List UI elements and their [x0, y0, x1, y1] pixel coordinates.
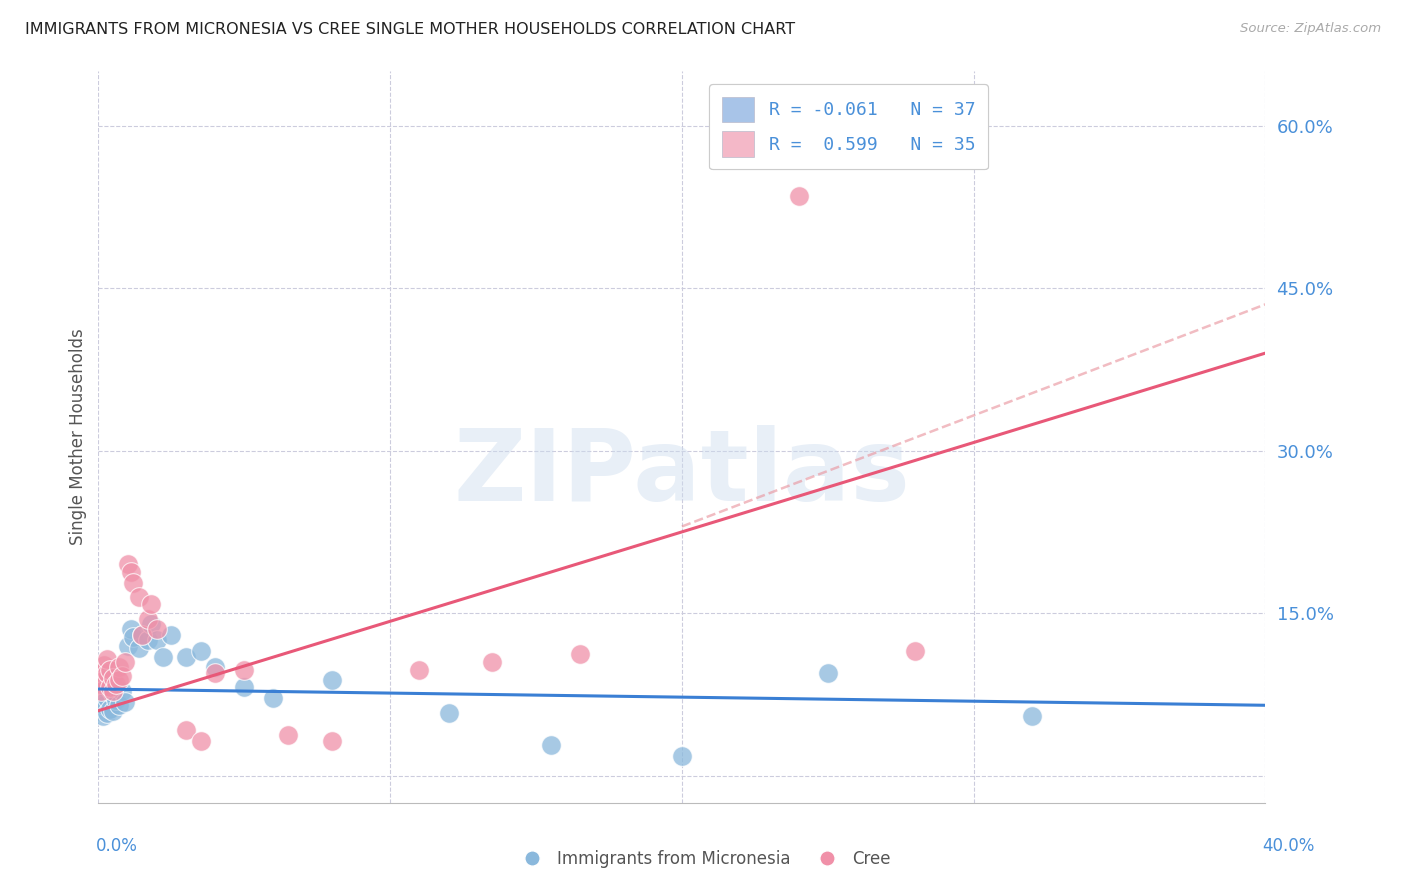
Point: [671, 749, 693, 764]
Point: [122, 630, 145, 644]
Point: [90, 665, 112, 680]
Point: [96, 706, 118, 720]
Point: [1021, 709, 1043, 723]
Point: [262, 690, 284, 705]
Point: [120, 623, 142, 637]
Point: [904, 644, 927, 658]
Text: 40.0%: 40.0%: [1263, 837, 1315, 855]
Point: [89, 676, 111, 690]
Point: [233, 680, 256, 694]
Point: [93, 680, 115, 694]
Point: [98, 663, 121, 677]
Point: [136, 633, 159, 648]
Point: [104, 680, 127, 694]
Point: [481, 655, 503, 669]
Point: [204, 660, 226, 674]
Point: [817, 665, 839, 680]
Point: [131, 628, 153, 642]
Point: [174, 649, 197, 664]
Point: [787, 189, 810, 203]
Point: [93, 673, 115, 688]
Point: [104, 693, 127, 707]
Point: [321, 673, 343, 688]
Point: [277, 727, 299, 741]
Point: [568, 648, 591, 662]
Point: [117, 558, 139, 572]
Point: [128, 590, 150, 604]
Point: [117, 639, 139, 653]
Point: [108, 698, 131, 713]
Point: [190, 644, 212, 658]
Point: [90, 695, 112, 709]
Point: [321, 734, 343, 748]
Point: [104, 676, 127, 690]
Point: [108, 673, 131, 688]
Text: Source: ZipAtlas.com: Source: ZipAtlas.com: [1240, 22, 1381, 36]
Legend: R = -0.061   N = 37, R =  0.599   N = 35: R = -0.061 N = 37, R = 0.599 N = 35: [709, 84, 988, 169]
Point: [101, 671, 124, 685]
Point: [111, 669, 134, 683]
Point: [139, 598, 162, 612]
Point: [139, 617, 162, 632]
Point: [174, 723, 197, 738]
Point: [93, 698, 115, 713]
Point: [93, 658, 115, 673]
Point: [160, 628, 183, 642]
Point: [101, 688, 124, 702]
Point: [98, 681, 121, 696]
Point: [101, 684, 124, 698]
Text: 0.0%: 0.0%: [96, 837, 138, 855]
Legend: Immigrants from Micronesia, Cree: Immigrants from Micronesia, Cree: [509, 844, 897, 875]
Point: [111, 684, 134, 698]
Point: [96, 690, 118, 705]
Point: [233, 663, 256, 677]
Point: [101, 704, 124, 718]
Point: [91, 709, 114, 723]
Text: ZIPatlas: ZIPatlas: [454, 425, 910, 522]
Point: [114, 655, 136, 669]
Point: [108, 660, 131, 674]
Point: [437, 706, 460, 720]
Point: [540, 739, 562, 753]
Point: [98, 680, 121, 694]
Point: [114, 695, 136, 709]
Point: [89, 688, 111, 702]
Point: [96, 651, 118, 665]
Point: [98, 701, 121, 715]
Point: [96, 665, 118, 680]
Text: IMMIGRANTS FROM MICRONESIA VS CREE SINGLE MOTHER HOUSEHOLDS CORRELATION CHART: IMMIGRANTS FROM MICRONESIA VS CREE SINGL…: [25, 22, 796, 37]
Point: [190, 734, 212, 748]
Point: [120, 565, 142, 579]
Point: [146, 633, 169, 648]
Point: [146, 623, 169, 637]
Point: [131, 628, 153, 642]
Point: [90, 684, 112, 698]
Point: [408, 663, 430, 677]
Y-axis label: Single Mother Households: Single Mother Households: [69, 329, 87, 545]
Point: [122, 575, 145, 590]
Point: [152, 649, 174, 664]
Point: [128, 640, 150, 655]
Point: [204, 665, 226, 680]
Point: [136, 611, 159, 625]
